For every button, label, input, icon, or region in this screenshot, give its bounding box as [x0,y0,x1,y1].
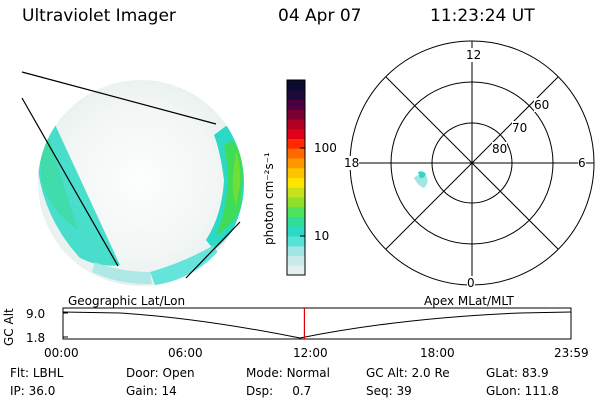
info-glon: GLon: 111.8 [486,384,559,398]
colorbar-cell [287,128,305,139]
info-dsp: Dsp: 0.7 [246,384,312,398]
colorbar-cell [287,265,305,276]
image-time: 11:23:24 UT [430,6,535,26]
colorbar-cell [287,236,305,247]
colorbar-cell [287,148,305,159]
info-mode: Mode: Normal [246,366,330,380]
timeline-xtick-0600: 06:00 [168,346,203,360]
colorbar-cell [287,119,305,130]
app-title: Ultraviolet Imager [22,6,176,26]
timeline-left-label: Geographic Lat/Lon [68,294,186,308]
colorbar-cell [287,187,305,198]
colorbar-cell [287,197,305,208]
colorbar-cell [287,80,305,91]
colorbar-cell [287,245,305,256]
colorbar-cell [287,89,305,100]
timeline-ytick-high: 9.0 [26,307,46,321]
colorbar-cell [287,255,305,266]
info-filter: Flt: LBHL [10,366,64,380]
timeline-xtick-1800: 18:00 [420,346,455,360]
colorbar-cell [287,138,305,149]
mlt-label-18: 18 [344,156,360,170]
mlt-label-6: 6 [578,156,586,170]
timeline-right-label: Apex MLat/MLT [424,294,514,308]
timeline-xtick-2359: 23:59 [554,346,589,360]
colorbar-cell [287,216,305,227]
info-seq: Seq: 39 [366,384,412,398]
info-gc-alt: GC Alt: 2.0 Re [366,366,450,380]
info-ip: IP: 36.0 [10,384,56,398]
image-date: 04 Apr 07 [278,6,362,26]
info-door: Door: Open [126,366,195,380]
colorbar-cell [287,177,305,188]
mlt-label-12: 12 [466,48,482,62]
colorbar-cell [287,109,305,120]
colorbar-tick-100: 100 [314,141,337,155]
colorbar-cell [287,206,305,217]
colorbar-cell [287,158,305,169]
colorbar-cell [287,167,305,178]
colorbar-cell [287,99,305,110]
info-gain: Gain: 14 [126,384,177,398]
mlat-label-70: 70 [512,121,528,135]
timeline-ytick-low: 1.8 [26,331,46,345]
mlt-label-0: 0 [467,276,475,290]
colorbar-cell [287,226,305,237]
mlat-label-80: 80 [492,142,508,156]
info-glat: GLat: 83.9 [486,366,549,380]
colorbar-tick-10: 10 [314,229,330,243]
timeline-xtick-1200: 12:00 [293,346,328,360]
timeline-xtick-0000: 00:00 [44,346,79,360]
mlat-label-60: 60 [534,98,550,112]
